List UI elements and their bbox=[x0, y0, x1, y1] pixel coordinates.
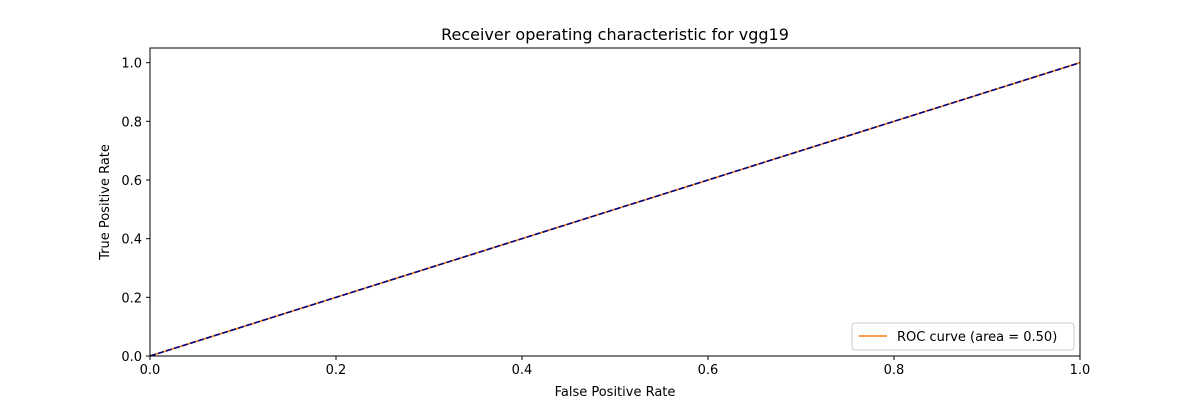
x-tick-label: 1.0 bbox=[1070, 363, 1091, 378]
plot-area bbox=[149, 61, 1081, 357]
y-tick-label: 0.6 bbox=[121, 174, 142, 189]
legend: ROC curve (area = 0.50) bbox=[851, 322, 1075, 351]
chance-diagonal-line bbox=[149, 61, 1081, 357]
y-tick-label: 0.0 bbox=[121, 350, 142, 365]
legend-box bbox=[851, 322, 1075, 351]
y-tick-label: 0.2 bbox=[121, 291, 142, 306]
x-tick-label: 0.0 bbox=[140, 363, 161, 378]
x-tick-label: 0.6 bbox=[698, 363, 719, 378]
y-axis-label: True Positive Rate bbox=[98, 144, 113, 261]
x-tick-label: 0.2 bbox=[326, 363, 347, 378]
x-tick-label: 0.8 bbox=[884, 363, 905, 378]
axis-ticks: 0.0 0.2 0.4 0.6 0.8 1.0 0.0 0.2 0.4 0.6 0.8 1.0 bbox=[121, 57, 1090, 378]
y-tick-label: 0.4 bbox=[121, 233, 142, 248]
legend-label: ROC curve (area = 0.50) bbox=[897, 330, 1057, 345]
x-axis-label: False Positive Rate bbox=[555, 385, 676, 400]
y-tick-label: 0.8 bbox=[121, 115, 142, 130]
x-tick-label: 0.4 bbox=[512, 363, 533, 378]
axes-frame bbox=[149, 47, 1081, 357]
chart-title: Receiver operating characteristic for vg… bbox=[441, 25, 789, 44]
y-tick-label: 1.0 bbox=[121, 57, 142, 72]
